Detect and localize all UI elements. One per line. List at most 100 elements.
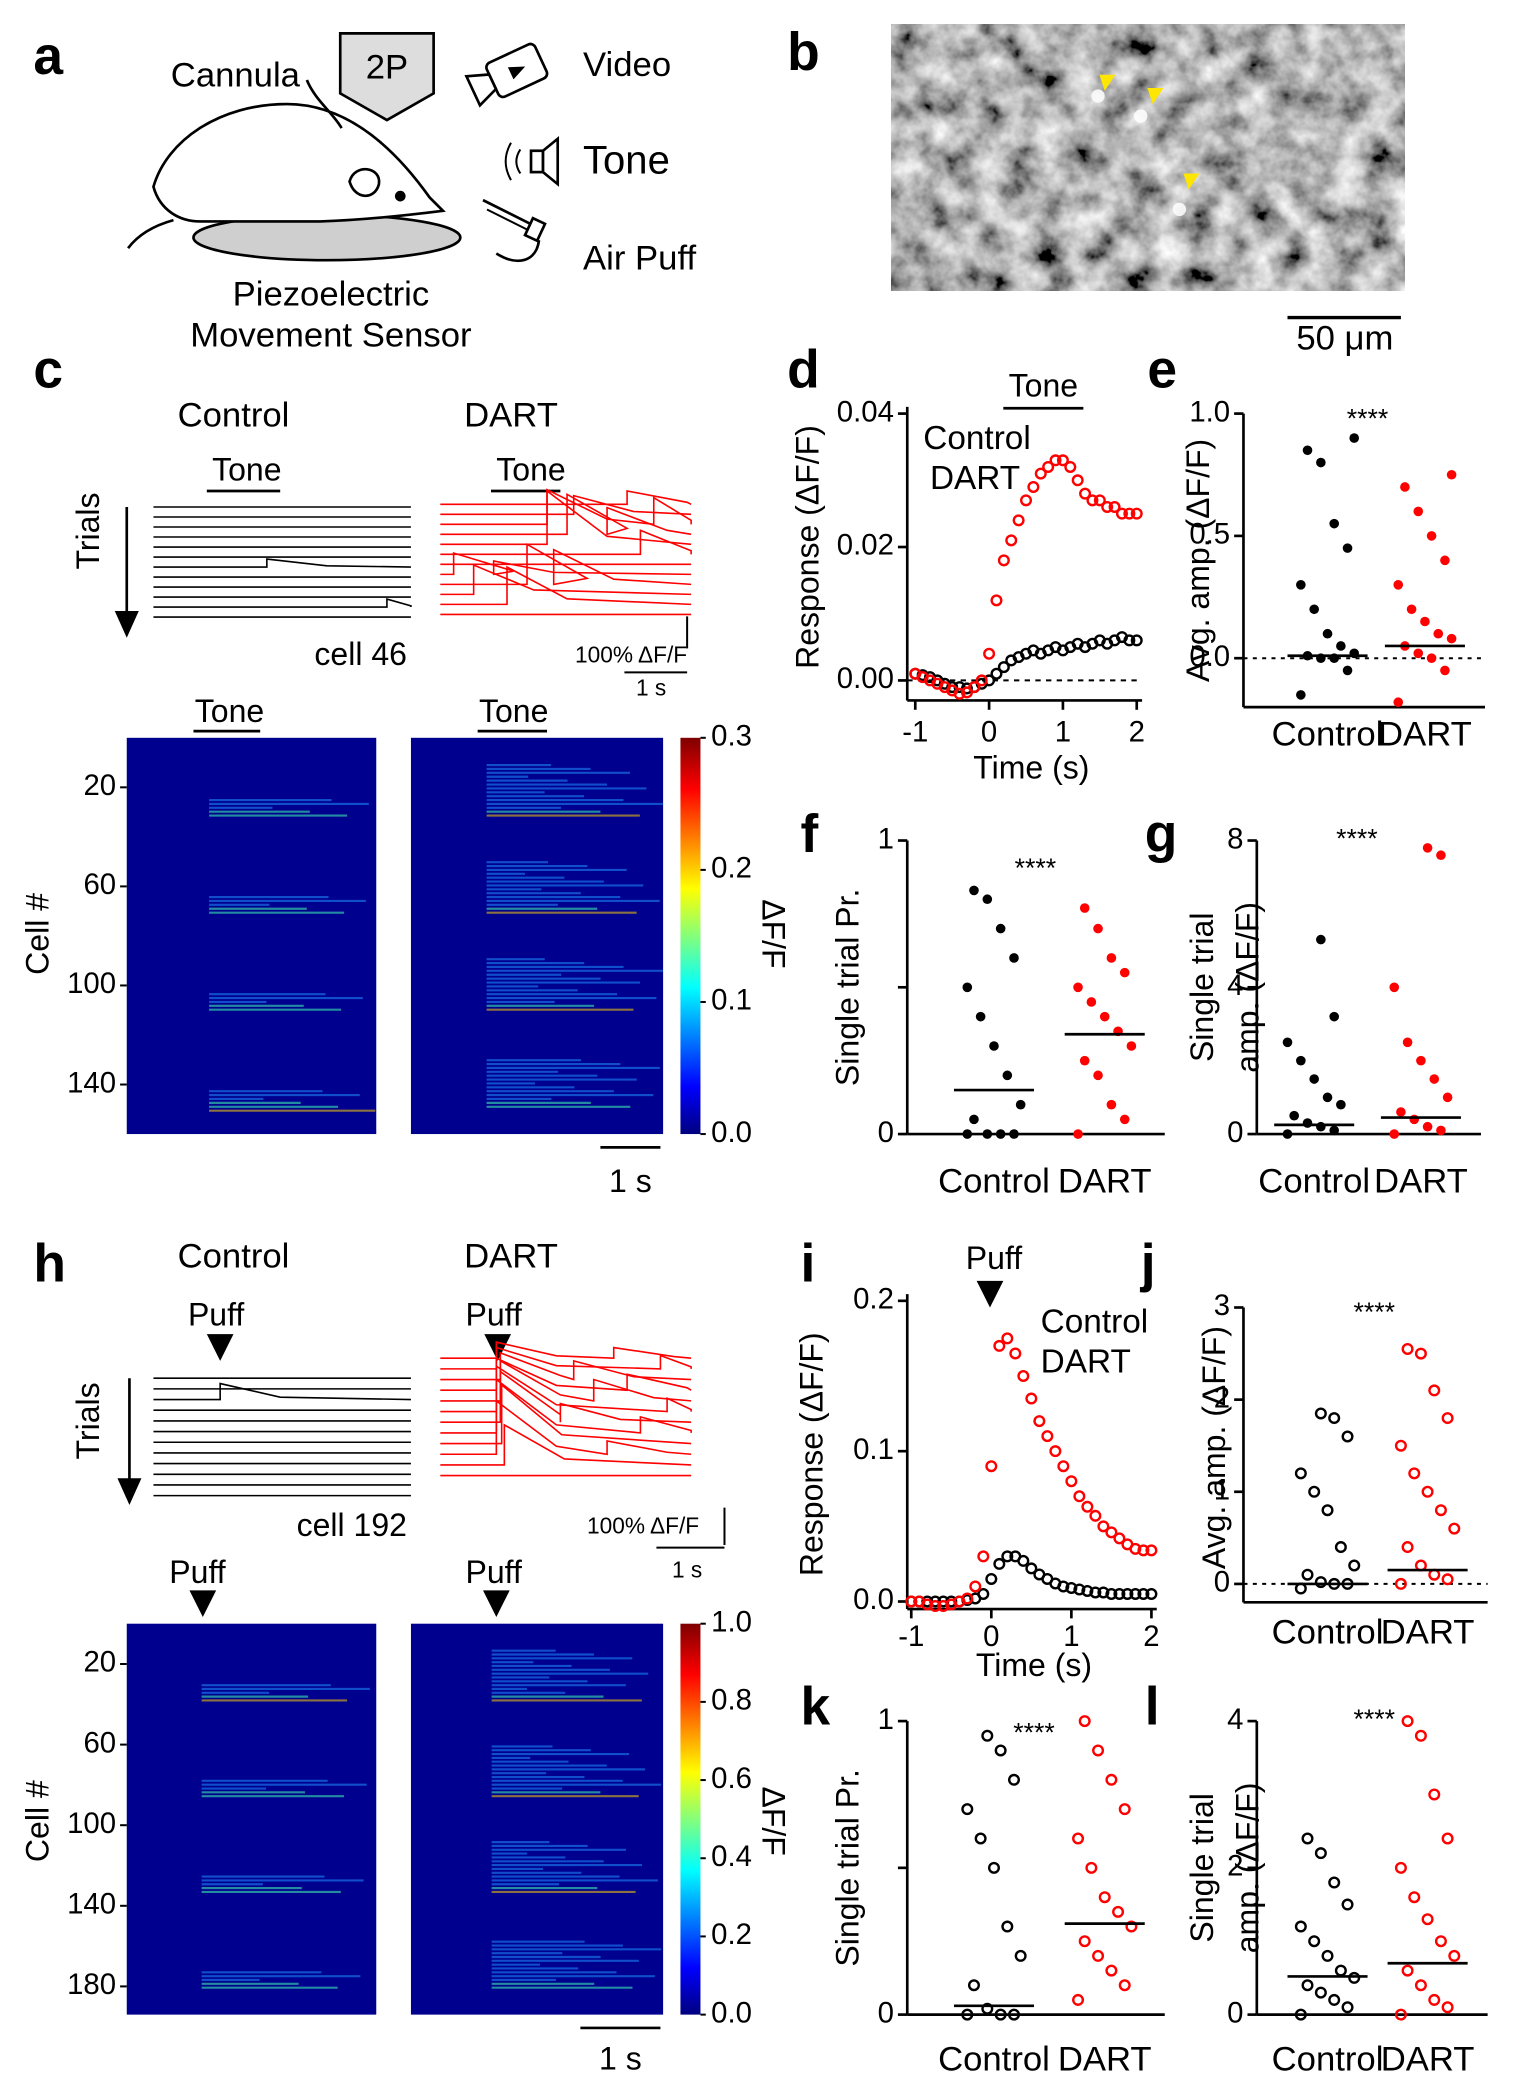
data-point — [1079, 903, 1090, 913]
data-point — [1115, 507, 1128, 520]
significance-label: **** — [1336, 824, 1378, 854]
panel-label: j — [1140, 1235, 1156, 1294]
colorbar-tick-label: 0.6 — [711, 1762, 752, 1795]
data-point — [1065, 1581, 1078, 1594]
data-point — [1049, 454, 1062, 467]
data-point — [989, 1041, 999, 1051]
data-point — [1025, 1392, 1038, 1405]
data-point — [1113, 1587, 1126, 1600]
data-point — [1409, 1114, 1420, 1125]
data-point — [1001, 1332, 1014, 1345]
panel-label: h — [33, 1235, 66, 1294]
data-point — [1316, 457, 1326, 468]
data-point — [1093, 1070, 1103, 1081]
sensor-label: Piezoelectric — [233, 275, 430, 313]
data-point — [1073, 1583, 1086, 1596]
data-point — [1408, 1467, 1421, 1480]
x-tick-label: Control — [1258, 1163, 1370, 1201]
data-point — [1448, 1522, 1461, 1535]
panel-label: e — [1147, 341, 1177, 400]
x-tick-label: DART — [1378, 716, 1472, 754]
y-tick-label: 140 — [67, 1888, 116, 1921]
data-point — [1394, 1861, 1407, 1874]
data-point — [1130, 507, 1143, 520]
data-point — [1092, 1949, 1105, 1962]
data-point — [953, 687, 966, 700]
data-point — [1130, 634, 1143, 647]
data-point — [1282, 1129, 1293, 1139]
y-tick-label: 180 — [67, 1968, 116, 2001]
event-label: Puff — [188, 1296, 244, 1332]
data-point — [1328, 1993, 1341, 2006]
data-point — [968, 681, 981, 694]
event-label: Tone — [496, 452, 565, 488]
data-point — [1041, 1430, 1054, 1443]
dart-trace — [440, 494, 692, 516]
y-tick-label: 0.00 — [837, 662, 894, 695]
data-point — [1101, 500, 1114, 513]
data-point — [1434, 1504, 1447, 1517]
data-point — [1422, 1121, 1433, 1132]
y-tick-label: 0.2 — [853, 1283, 894, 1316]
colorbar-tick-label: 0.3 — [711, 720, 752, 753]
y-tick-label: 8 — [1227, 822, 1243, 855]
data-point — [1413, 506, 1424, 517]
data-point — [1057, 1580, 1070, 1593]
data-point — [1408, 1891, 1421, 1904]
dart-trace — [440, 1399, 692, 1456]
data-point — [1119, 967, 1130, 978]
data-point — [997, 554, 1010, 567]
data-point — [1329, 518, 1340, 529]
data-point — [1125, 1920, 1138, 1933]
data-point — [1336, 641, 1346, 651]
legend-label: DART — [930, 460, 1020, 497]
cell-label: cell 192 — [297, 1507, 407, 1543]
data-point — [1105, 1526, 1118, 1539]
data-point — [1342, 543, 1353, 553]
data-point — [1301, 1979, 1314, 1992]
y-tick-label: 0 — [878, 1996, 894, 2029]
data-point — [1294, 2008, 1307, 2021]
data-point — [1414, 1729, 1427, 1742]
dart-trace — [440, 488, 692, 526]
data-point — [997, 661, 1010, 674]
y-axis-title: Avg. amp. (ΔF/F) — [1180, 439, 1216, 682]
significance-label: **** — [1015, 853, 1057, 883]
y-tick-label: 0 — [1227, 1996, 1243, 2029]
y-axis-title: Single trial Pr. — [829, 889, 865, 1087]
y-tick-label: 20 — [83, 769, 116, 802]
x-tick-label: 1 — [1055, 716, 1071, 749]
data-point — [1282, 1037, 1293, 1048]
event-label: Puff — [966, 1240, 1022, 1276]
dart-trace — [440, 563, 692, 596]
x-tick-label: DART — [1058, 2040, 1152, 2078]
data-point — [921, 1598, 934, 1611]
x-tick-label: DART — [1381, 2040, 1475, 2078]
y-tick-label: 0.02 — [837, 529, 894, 562]
data-point — [1009, 1347, 1022, 1360]
data-point — [1296, 580, 1306, 590]
heatmap-panel — [410, 737, 664, 1135]
colorbar-title: ΔF/F — [756, 1786, 792, 1855]
data-point — [1329, 1125, 1340, 1136]
data-point — [1025, 1562, 1038, 1575]
y-tick-label: 60 — [83, 868, 116, 901]
data-point — [1009, 1129, 1019, 1139]
data-point — [1002, 1070, 1013, 1081]
data-point — [1316, 934, 1326, 945]
data-point — [1137, 1587, 1150, 1600]
scale-y-label: 100% ΔF/F — [575, 641, 687, 667]
colorbar — [680, 1623, 701, 2015]
data-point — [1401, 1715, 1414, 1728]
data-point — [1440, 555, 1450, 566]
scale-x-label: 1 s — [672, 1557, 702, 1583]
data-point — [1414, 1347, 1427, 1360]
data-point — [1296, 1055, 1306, 1066]
data-point — [977, 1587, 990, 1600]
data-point — [1428, 1384, 1441, 1397]
data-point — [1294, 1920, 1307, 1933]
data-point — [1017, 1369, 1030, 1382]
panel-label: d — [787, 341, 820, 400]
data-point — [1049, 1445, 1062, 1458]
